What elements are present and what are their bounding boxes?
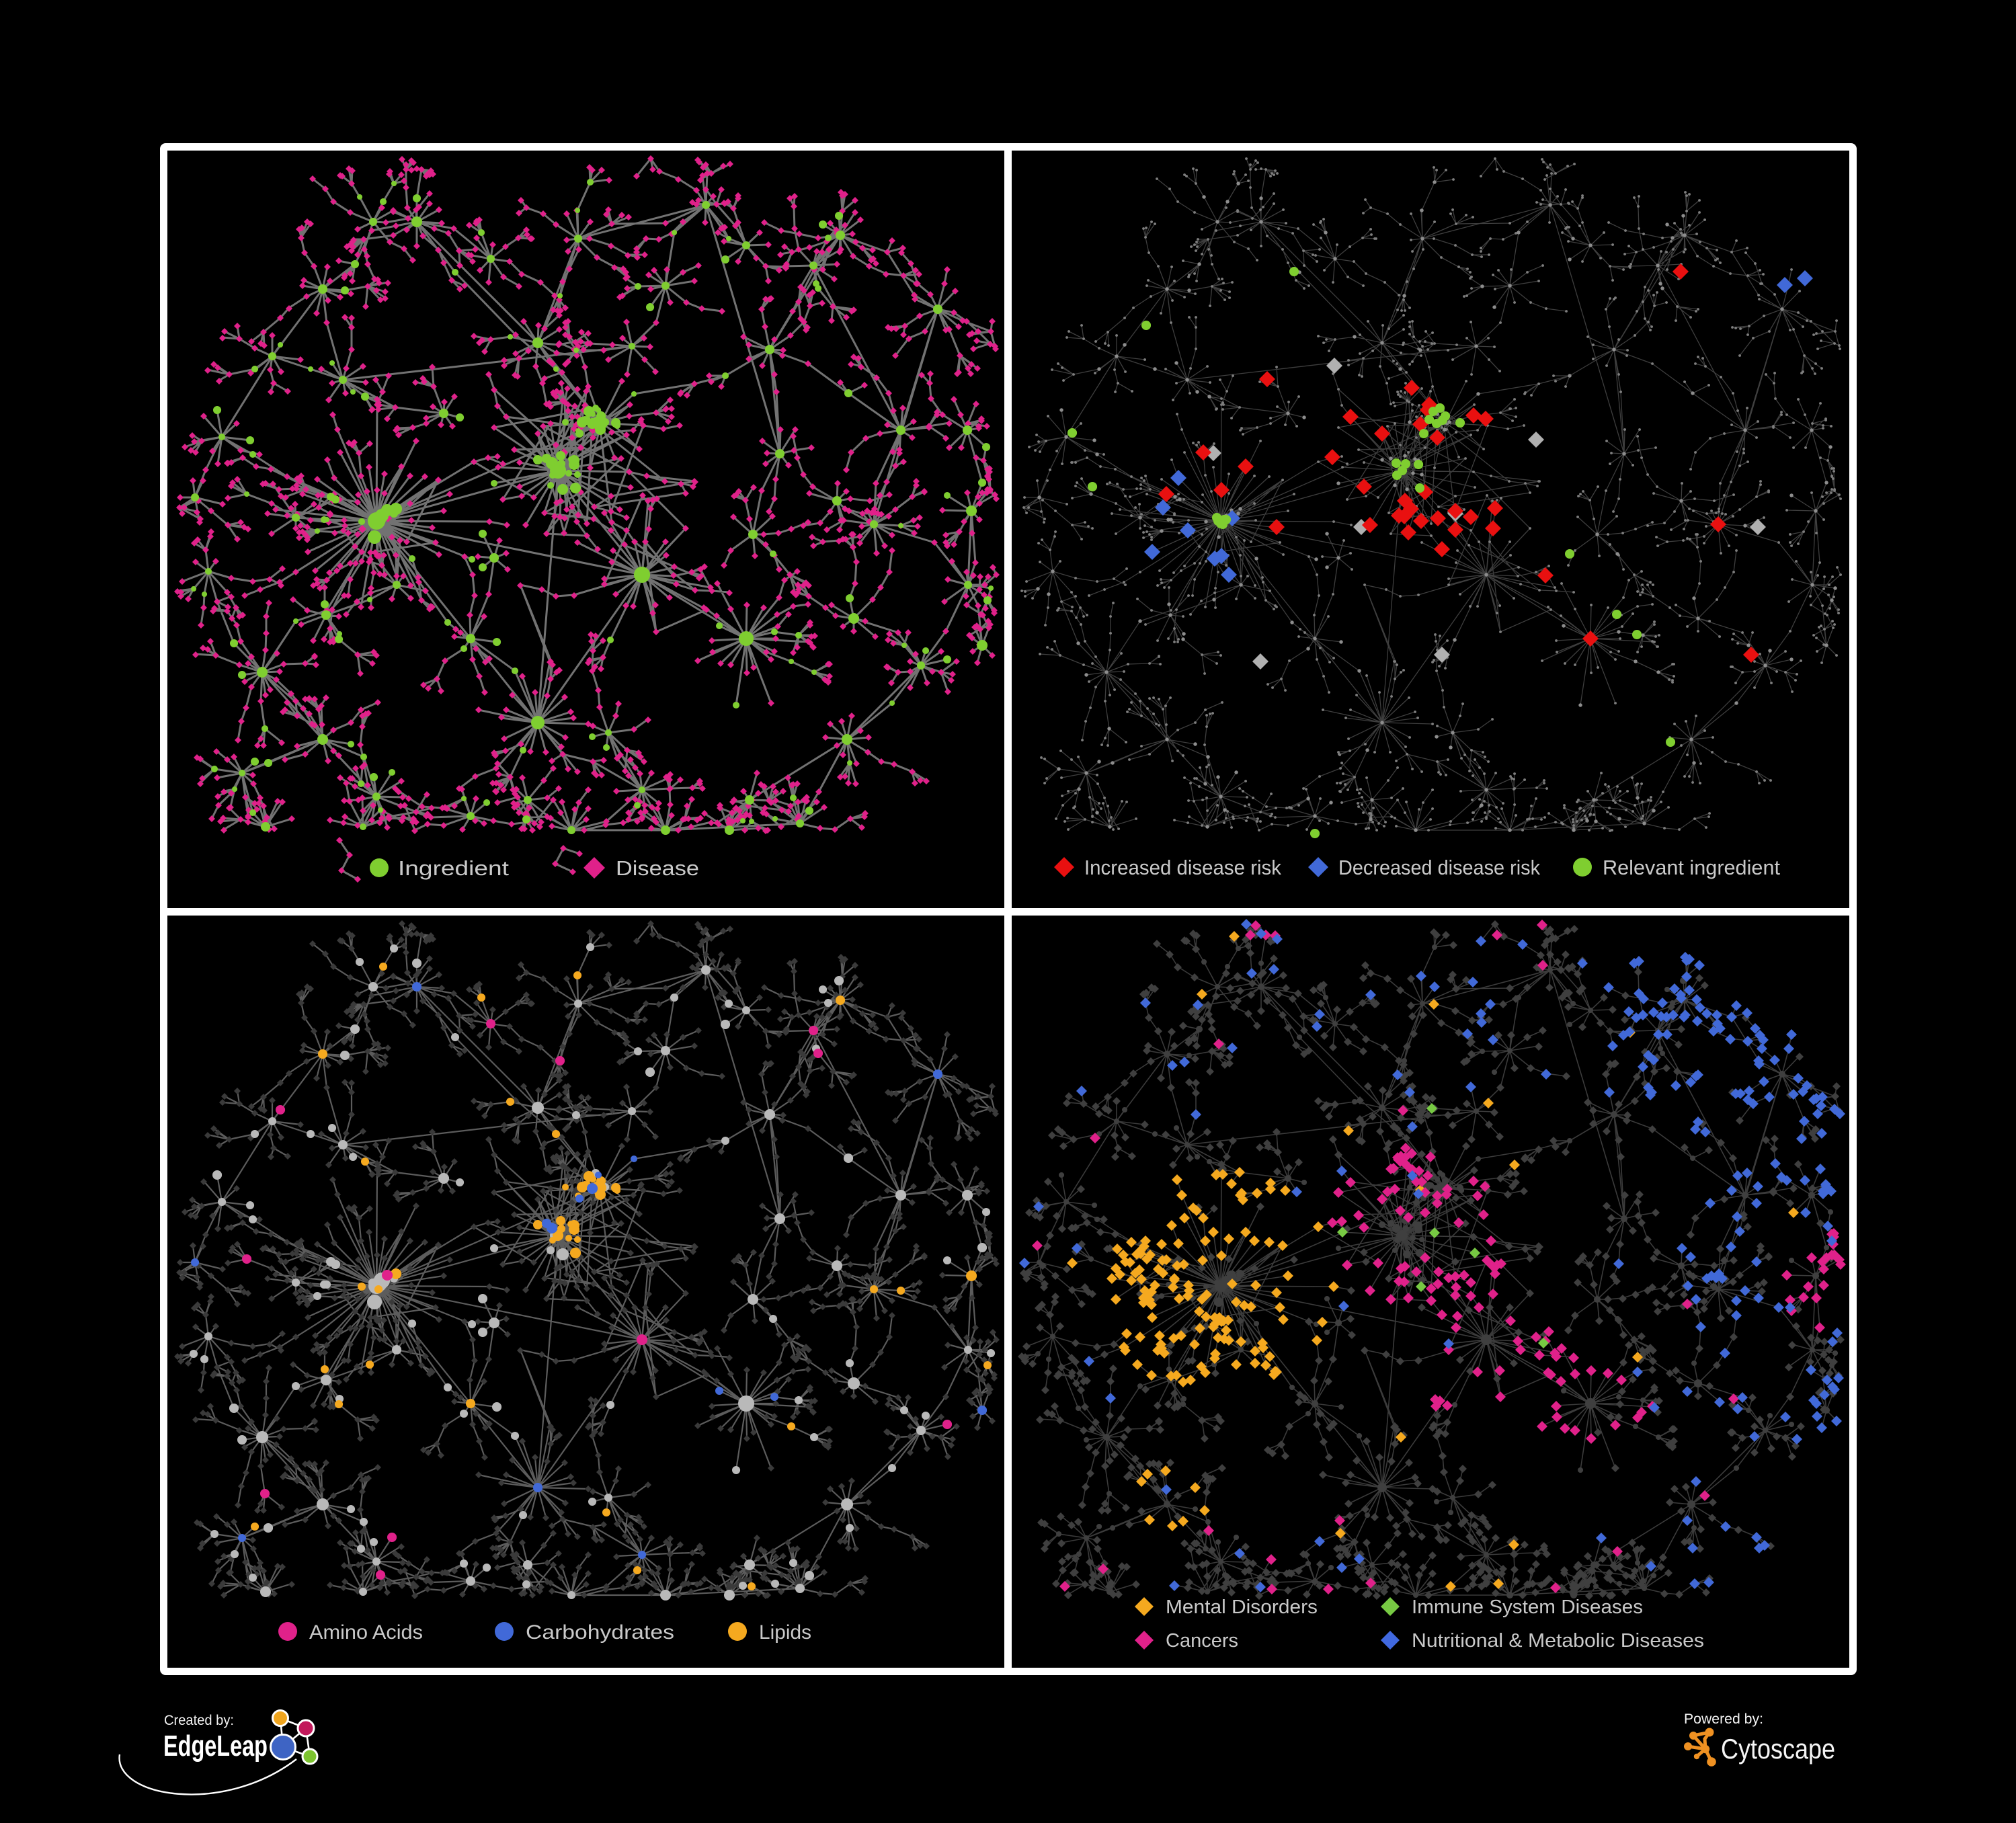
svg-text:Mental Disorders: Mental Disorders (1166, 1596, 1318, 1618)
svg-text:Cytoscape: Cytoscape (1721, 1733, 1835, 1765)
svg-text:Decreased disease risk: Decreased disease risk (1338, 856, 1540, 879)
svg-text:Powered by:: Powered by: (1684, 1711, 1763, 1727)
svg-text:Disease: Disease (616, 856, 699, 880)
svg-text:Lipids: Lipids (759, 1621, 811, 1644)
svg-text:Carbohydrates: Carbohydrates (526, 1621, 674, 1644)
svg-text:Ingredient: Ingredient (398, 856, 509, 880)
svg-text:Amino Acids: Amino Acids (309, 1621, 423, 1644)
svg-text:Immune System Diseases: Immune System Diseases (1412, 1596, 1643, 1618)
svg-text:Nutritional & Metabolic Diseas: Nutritional & Metabolic Diseases (1412, 1630, 1704, 1652)
svg-text:EdgeLeap: EdgeLeap (163, 1730, 268, 1763)
svg-text:Increased disease risk: Increased disease risk (1084, 856, 1281, 879)
svg-text:Cancers: Cancers (1166, 1630, 1238, 1652)
svg-text:Created by:: Created by: (164, 1713, 234, 1728)
svg-text:Relevant ingredient: Relevant ingredient (1603, 856, 1780, 879)
